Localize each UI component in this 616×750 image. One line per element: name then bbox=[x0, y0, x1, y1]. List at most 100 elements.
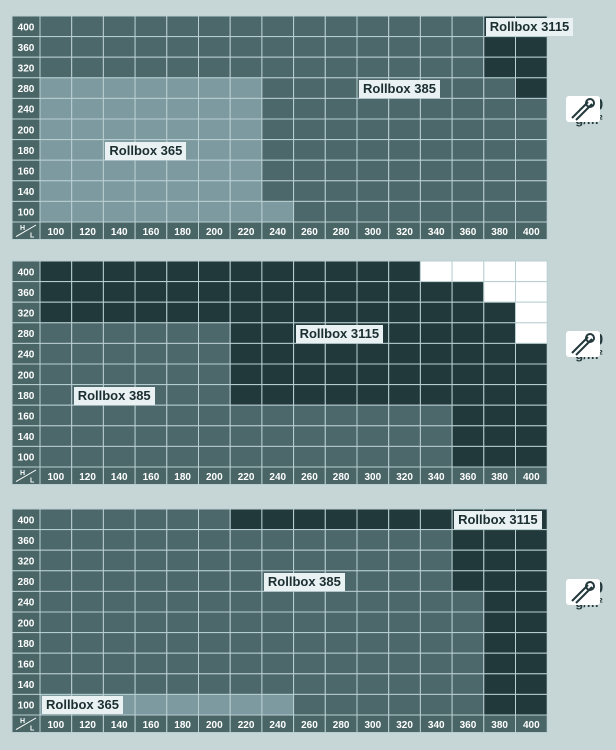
y-tick-label: 140 bbox=[18, 432, 35, 443]
heatmap-cell bbox=[229, 36, 263, 58]
heatmap-cell bbox=[451, 549, 485, 572]
heatmap-cell bbox=[324, 590, 358, 613]
heatmap-cell bbox=[261, 118, 295, 141]
heatmap-cell bbox=[419, 363, 453, 386]
heatmap-cell bbox=[515, 404, 548, 427]
heatmap-cell bbox=[388, 301, 421, 324]
heatmap-cell bbox=[356, 139, 390, 161]
heatmap-cell bbox=[71, 611, 104, 634]
y-tick-label: 160 bbox=[18, 660, 35, 671]
heatmap-cell bbox=[261, 404, 295, 427]
heatmap-cell bbox=[166, 570, 200, 592]
x-tick-label: 360 bbox=[460, 720, 477, 731]
heatmap-cell bbox=[324, 15, 358, 38]
heatmap-cell bbox=[388, 693, 421, 716]
heatmap-cell bbox=[71, 673, 104, 695]
heatmap-cell bbox=[102, 180, 136, 202]
x-tick-cell bbox=[515, 221, 548, 241]
heatmap-cell bbox=[515, 611, 548, 634]
x-tick-label: 300 bbox=[365, 472, 382, 483]
heatmap-cell bbox=[261, 508, 295, 531]
heatmap-cell bbox=[198, 342, 231, 365]
heatmap-cell bbox=[134, 77, 168, 99]
heatmap-cell bbox=[451, 260, 485, 283]
heatmap-cell bbox=[39, 445, 73, 468]
heatmap-cell bbox=[198, 200, 231, 223]
heatmap-cell bbox=[515, 570, 548, 592]
region-label: Rollbox 385 bbox=[73, 386, 155, 405]
x-tick-label: 180 bbox=[174, 472, 191, 483]
heatmap-cell bbox=[134, 508, 168, 531]
heatmap-cell bbox=[451, 652, 485, 675]
heatmap-cell bbox=[388, 611, 421, 634]
heatmap-cell bbox=[71, 281, 104, 303]
x-tick-label: 340 bbox=[428, 472, 445, 483]
y-tick-label: 160 bbox=[18, 412, 35, 423]
heatmap-cell bbox=[324, 508, 358, 531]
heatmap-cell bbox=[71, 404, 104, 427]
heatmap-cell bbox=[102, 570, 136, 592]
x-tick-label: 320 bbox=[396, 227, 413, 238]
heatmap-cell bbox=[71, 77, 104, 99]
heatmap-cell bbox=[229, 77, 263, 99]
x-tick-label: 100 bbox=[48, 472, 65, 483]
heatmap-cell bbox=[483, 404, 516, 427]
heatmap-cell bbox=[71, 260, 104, 283]
heatmap-cell bbox=[39, 56, 73, 79]
heatmap-cell bbox=[229, 260, 263, 283]
heatmap-cell bbox=[483, 611, 516, 634]
x-tick-label: 240 bbox=[269, 472, 286, 483]
heatmap-cell bbox=[102, 508, 136, 531]
heatmap-cell bbox=[39, 425, 73, 447]
heatmap-cell bbox=[71, 529, 104, 551]
heatmap-cell bbox=[388, 56, 421, 79]
heatmap-cell bbox=[324, 200, 358, 223]
y-tick-label: 240 bbox=[18, 598, 35, 609]
heatmap-cell bbox=[229, 590, 263, 613]
y-tick-label: 140 bbox=[18, 680, 35, 691]
heatmap-cell bbox=[229, 384, 263, 406]
heatmap-cell bbox=[293, 281, 326, 303]
heatmap-cell bbox=[261, 384, 295, 406]
heatmap-cell bbox=[198, 281, 231, 303]
heatmap-cell bbox=[324, 693, 358, 716]
heatmap-cell bbox=[293, 180, 326, 202]
heatmap-cell bbox=[39, 97, 73, 120]
heatmap-cell bbox=[166, 260, 200, 283]
heatmap-cell bbox=[261, 139, 295, 161]
heatmap-cell bbox=[483, 342, 516, 365]
heatmap-cell bbox=[71, 139, 104, 161]
heatmap-cell bbox=[515, 384, 548, 406]
heatmap-cell bbox=[451, 404, 485, 427]
heatmap-cell bbox=[166, 322, 200, 344]
heatmap-cell bbox=[39, 15, 73, 38]
heatmap-cell bbox=[198, 632, 231, 654]
heatmap-cell bbox=[388, 97, 421, 120]
heatmap-cell bbox=[198, 180, 231, 202]
heatmap-cell bbox=[229, 529, 263, 551]
heatmap-cell bbox=[166, 159, 200, 182]
heatmap-cell bbox=[451, 200, 485, 223]
heatmap-cell bbox=[419, 590, 453, 613]
heatmap-cell bbox=[483, 549, 516, 572]
heatmap-cell bbox=[71, 97, 104, 120]
heatmap-cell bbox=[166, 97, 200, 120]
heatmap-cell bbox=[198, 15, 231, 38]
heatmap-cell bbox=[293, 301, 326, 324]
heatmap-cell bbox=[166, 693, 200, 716]
heatmap-cell bbox=[39, 77, 73, 99]
heatmap-cell bbox=[324, 260, 358, 283]
region-label: Rollbox 3115 bbox=[454, 511, 542, 529]
heatmap-cell bbox=[198, 159, 231, 182]
heatmap-cell bbox=[229, 200, 263, 223]
heatmap-cell bbox=[102, 549, 136, 572]
heatmap-cell bbox=[102, 404, 136, 427]
heatmap-cell bbox=[451, 384, 485, 406]
heatmap-cell bbox=[71, 118, 104, 141]
heatmap-cell bbox=[39, 36, 73, 58]
heatmap-cell bbox=[388, 549, 421, 572]
heatmap-cell bbox=[261, 445, 295, 468]
y-tick-label: 320 bbox=[18, 64, 35, 75]
heatmap-cell bbox=[356, 180, 390, 202]
heatmap-cell bbox=[419, 97, 453, 120]
